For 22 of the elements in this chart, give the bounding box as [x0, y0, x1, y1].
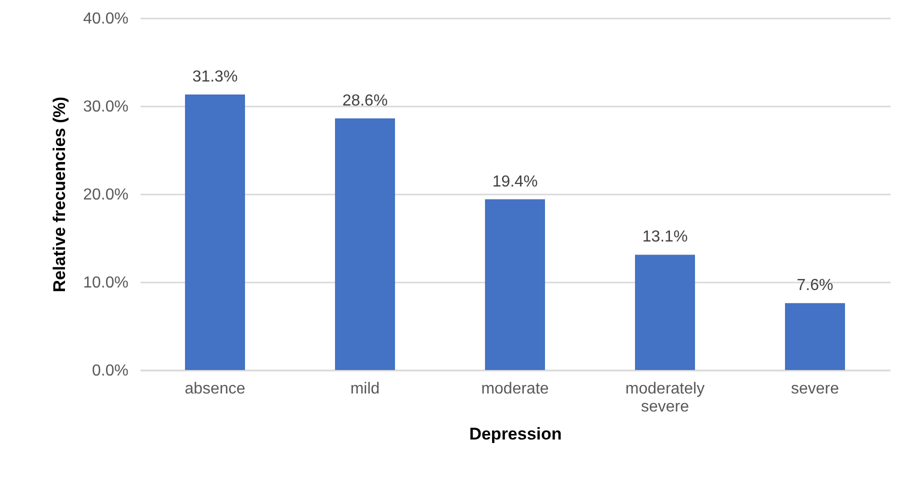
- y-tick-label: 0.0%: [92, 362, 128, 380]
- data-label: 28.6%: [342, 92, 388, 110]
- y-tick-label: 20.0%: [83, 186, 128, 204]
- y-tick-label: 40.0%: [83, 10, 128, 28]
- x-axis-title: Depression: [469, 424, 562, 444]
- y-tick-label: 10.0%: [83, 274, 128, 292]
- x-tick-label: moderately severe: [625, 380, 705, 416]
- bar: [785, 303, 845, 370]
- data-label: 7.6%: [796, 277, 834, 294]
- x-tick-label: moderate: [481, 380, 549, 398]
- bar: [335, 118, 395, 370]
- data-label: 13.1%: [642, 228, 688, 246]
- x-tick-label: mild: [350, 380, 380, 398]
- bar: [635, 254, 695, 370]
- data-label: 19.4%: [492, 173, 538, 190]
- bar: [185, 94, 245, 370]
- bar: [485, 199, 545, 370]
- x-tick-label: absence: [184, 380, 246, 398]
- x-tick-label: severe: [790, 380, 840, 398]
- y-tick-label: 30.0%: [83, 98, 128, 116]
- y-axis-title: Relative frecuencies (%): [50, 96, 70, 292]
- data-label: 31.3%: [192, 68, 238, 86]
